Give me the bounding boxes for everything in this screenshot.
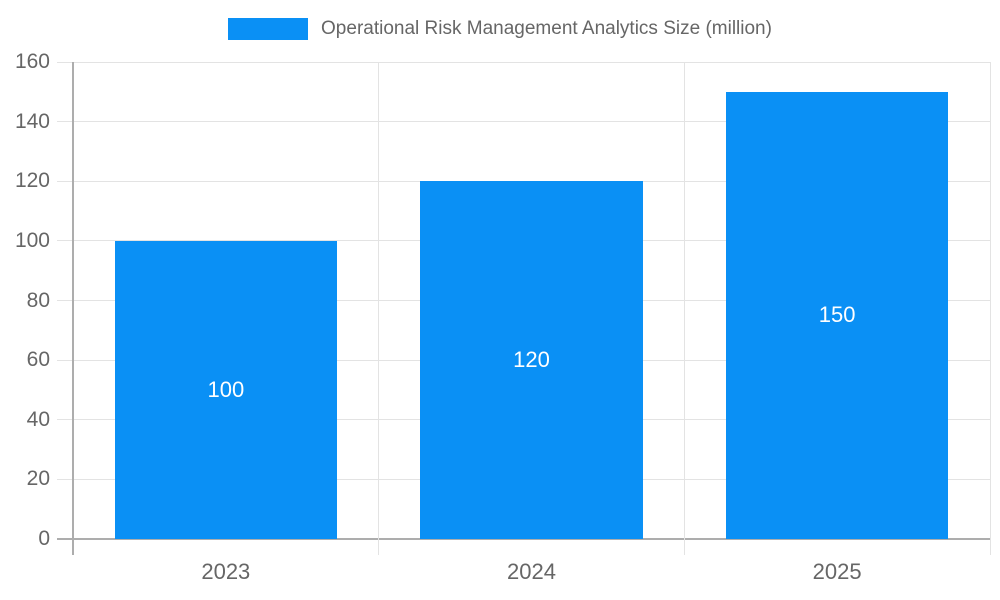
h-gridline — [57, 61, 990, 63]
v-gridline — [683, 62, 685, 555]
chart-legend: Operational Risk Management Analytics Si… — [0, 18, 1000, 40]
y-axis-tick-label: 80 — [26, 288, 50, 312]
x-axis-tick-label: 2023 — [201, 559, 251, 584]
legend-label: Operational Risk Management Analytics Si… — [321, 18, 772, 39]
bar-2024[interactable] — [420, 181, 643, 539]
bar-2023[interactable] — [114, 240, 337, 539]
v-gridline — [989, 62, 991, 555]
y-axis-tick-label: 160 — [14, 50, 50, 73]
x-axis-tick-label: 2025 — [812, 559, 862, 584]
x-axis-baseline — [57, 538, 990, 540]
y-axis-tick-label: 100 — [14, 228, 50, 252]
bar-value-label: 150 — [818, 302, 856, 328]
y-axis-tick-label: 140 — [14, 109, 50, 133]
y-axis-line — [72, 62, 74, 555]
legend-item[interactable]: Operational Risk Management Analytics Si… — [228, 18, 772, 40]
y-axis-tick-label: 40 — [26, 407, 50, 431]
y-axis-tick-label: 20 — [26, 467, 50, 491]
y-axis-tick-label: 0 — [38, 527, 50, 550]
y-axis-tick-label: 120 — [14, 169, 50, 193]
y-axis-tick-label: 60 — [26, 348, 50, 372]
x-axis-tick-label: 2024 — [507, 559, 556, 584]
bar-value-label: 120 — [513, 347, 550, 373]
bar-value-label: 100 — [207, 376, 245, 402]
v-gridline — [378, 62, 380, 555]
bar-2025[interactable] — [726, 91, 949, 539]
h-gridline — [57, 121, 990, 123]
legend-swatch-icon — [228, 18, 309, 40]
